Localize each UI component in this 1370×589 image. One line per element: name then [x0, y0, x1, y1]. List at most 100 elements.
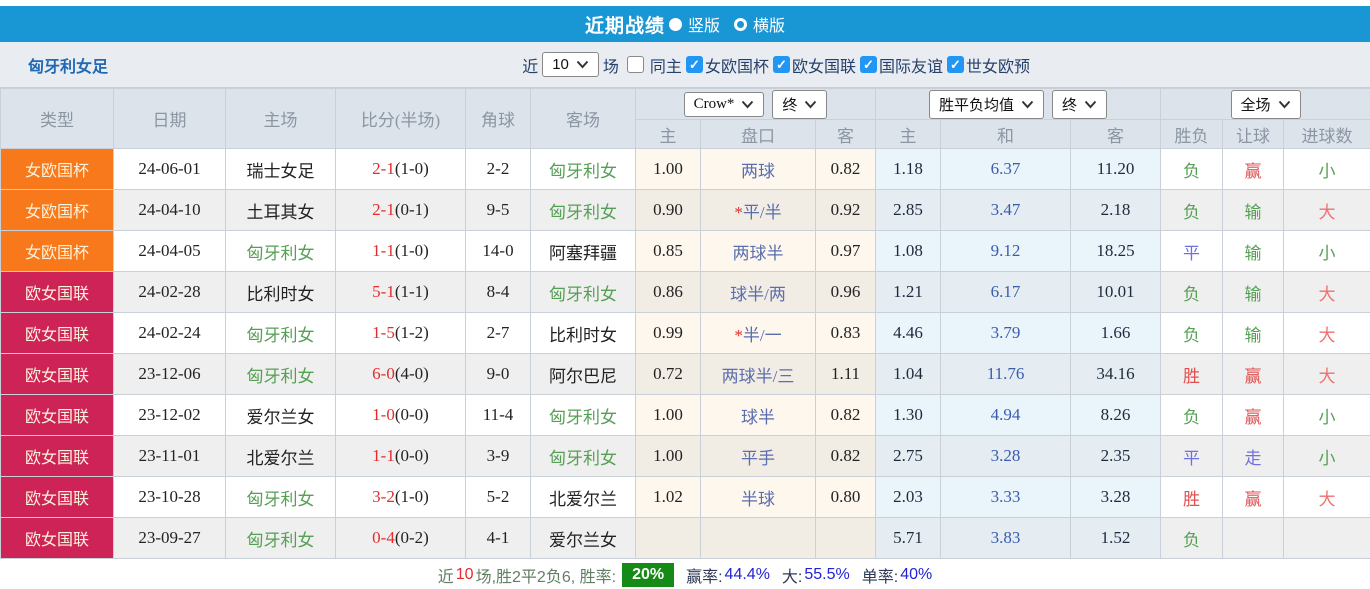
corner-score: 9-0 — [465, 353, 531, 395]
mean-select-value: 胜平负均值 — [939, 97, 1015, 114]
away-odds: 1.11 — [814, 353, 877, 395]
table-body: 女欧国杯 24-06-01 瑞士女足 2-1(1-0) 2-2 匈牙利女 1.0… — [0, 148, 1370, 559]
handicap-result: 输 — [1222, 271, 1285, 313]
match-date: 24-02-28 — [113, 271, 226, 313]
home-odds: 1.02 — [635, 476, 701, 518]
subcol-mean-draw: 和 — [940, 119, 1072, 149]
home-odds: 0.86 — [635, 271, 701, 313]
goals-over-under: 大 — [1283, 476, 1370, 518]
half-time-score: (0-2) — [394, 528, 429, 547]
handicap-cell: 球半 — [700, 394, 816, 436]
win-rate-badge: 20% — [622, 563, 675, 587]
mean-home-odds: 5.71 — [875, 517, 942, 559]
goals-over-under: 小 — [1283, 148, 1370, 190]
mean-away-odds: 11.20 — [1070, 148, 1162, 190]
win-draw-loss: 负 — [1160, 517, 1224, 559]
mean-state-select[interactable]: 终 — [1052, 89, 1108, 119]
half-time-score: (0-0) — [394, 405, 429, 424]
layout-radio-horizontal[interactable]: 横版 — [734, 12, 785, 36]
scope-select[interactable]: 全场 — [1230, 89, 1301, 119]
away-odds: 0.96 — [814, 271, 877, 313]
subcol-odds-home: 主 — [635, 119, 701, 149]
away-team: 阿尔巴尼 — [530, 353, 636, 395]
goals-over-under: 大 — [1283, 312, 1370, 354]
competition-checkbox-3[interactable]: ✓ 世女欧预 — [946, 53, 1030, 77]
odds-state-select[interactable]: 终 — [772, 89, 828, 119]
mean-draw-odds: 3.47 — [940, 189, 1072, 231]
handicap-result: 赢 — [1222, 476, 1285, 518]
full-time-score: 1-1 — [372, 241, 395, 260]
home-team: 北爱尔兰 — [225, 435, 336, 477]
filterbar: 匈牙利女足 近 10 场 同主 ✓ 女欧国杯 ✓ 欧女国联 ✓ 国际友谊 ✓ 世… — [0, 42, 1370, 88]
away-odds: 0.82 — [814, 148, 877, 190]
handicap-result — [1222, 517, 1285, 559]
home-team: 匈牙利女 — [225, 353, 336, 395]
home-odds: 0.85 — [635, 230, 701, 272]
score-cell: 1-0(0-0) — [335, 394, 466, 436]
match-date: 24-06-01 — [113, 148, 226, 190]
checkbox-checked-icon: ✓ — [772, 56, 790, 73]
home-team: 土耳其女 — [225, 189, 336, 231]
stat-value-1: 55.5% — [804, 566, 850, 583]
match-date: 24-04-05 — [113, 230, 226, 272]
odds-header-group: Crow* 终 — [634, 88, 877, 120]
goals-over-under: 大 — [1283, 353, 1370, 395]
handicap-value: 平/半 — [742, 202, 782, 222]
mean-home-odds: 2.03 — [875, 476, 942, 518]
matches-label: 场 — [602, 58, 619, 76]
score-cell: 1-1(0-0) — [335, 435, 466, 477]
same-home-checkbox[interactable]: 同主 — [623, 53, 682, 77]
summary-prefix: 近 — [437, 569, 454, 586]
away-odds: 0.82 — [814, 435, 877, 477]
score-cell: 1-5(1-2) — [335, 312, 466, 354]
results-table: 类型 日期 主场 比分(半场) 角球 客场 Crow* 终 — [0, 88, 1370, 559]
home-odds: 0.99 — [635, 312, 701, 354]
away-team: 匈牙利女 — [530, 435, 636, 477]
near-count-select[interactable]: 10 — [542, 52, 599, 77]
team-name: 匈牙利女足 — [28, 58, 109, 76]
match-date: 23-11-01 — [113, 435, 226, 477]
handicap-value: 球半 — [741, 407, 775, 427]
handicap-result: 输 — [1222, 312, 1285, 354]
match-date: 24-04-10 — [113, 189, 226, 231]
mean-home-odds: 1.18 — [875, 148, 942, 190]
mean-draw-odds: 4.94 — [940, 394, 1072, 436]
match-date: 24-02-24 — [113, 312, 226, 354]
away-team: 匈牙利女 — [530, 189, 636, 231]
checkbox-unchecked-icon — [626, 56, 644, 73]
odds-source-select[interactable]: Crow* — [683, 91, 765, 117]
win-draw-loss: 负 — [1160, 271, 1224, 313]
home-team: 匈牙利女 — [225, 230, 336, 272]
table-row: 女欧国杯 24-04-05 匈牙利女 1-1(1-0) 14-0 阿塞拜疆 0.… — [0, 230, 1370, 272]
stat-label-0: 赢率: — [686, 569, 723, 586]
handicap-value: 半球 — [741, 489, 775, 509]
half-time-score: (1-2) — [394, 323, 429, 342]
half-time-score: (1-0) — [394, 159, 429, 178]
mean-select[interactable]: 胜平负均值 — [929, 89, 1045, 119]
home-team: 瑞士女足 — [225, 148, 336, 190]
goals-over-under: 大 — [1283, 189, 1370, 231]
competition-checkbox-0[interactable]: ✓ 女欧国杯 — [685, 53, 769, 77]
chevron-down-icon — [576, 60, 589, 69]
topbar: 近期战绩 竖版 横版 — [0, 6, 1370, 42]
handicap-cell: 球半/两 — [700, 271, 816, 313]
handicap-value: 半/一 — [742, 325, 782, 345]
handicap-value: 两球半/三 — [721, 366, 795, 386]
table-row: 女欧国杯 24-06-01 瑞士女足 2-1(1-0) 2-2 匈牙利女 1.0… — [0, 148, 1370, 190]
competition-checkbox-2[interactable]: ✓ 国际友谊 — [859, 53, 943, 77]
score-cell: 0-4(0-2) — [335, 517, 466, 559]
full-time-score: 5-1 — [372, 282, 395, 301]
near-label: 近 — [522, 58, 539, 76]
home-odds: 1.00 — [635, 394, 701, 436]
competition-badge: 女欧国杯 — [0, 230, 114, 272]
mean-header-group: 胜平负均值 终 — [875, 88, 1162, 120]
corner-score: 3-9 — [465, 435, 531, 477]
top-strip — [0, 0, 1370, 6]
layout-radio-vertical[interactable]: 竖版 — [668, 12, 720, 36]
corner-score: 4-1 — [465, 517, 531, 559]
table-row: 女欧国杯 24-04-10 土耳其女 2-1(0-1) 9-5 匈牙利女 0.9… — [0, 189, 1370, 231]
home-team: 匈牙利女 — [225, 312, 336, 354]
away-team: 匈牙利女 — [530, 271, 636, 313]
mean-away-odds: 10.01 — [1070, 271, 1162, 313]
competition-checkbox-1[interactable]: ✓ 欧女国联 — [772, 53, 856, 77]
